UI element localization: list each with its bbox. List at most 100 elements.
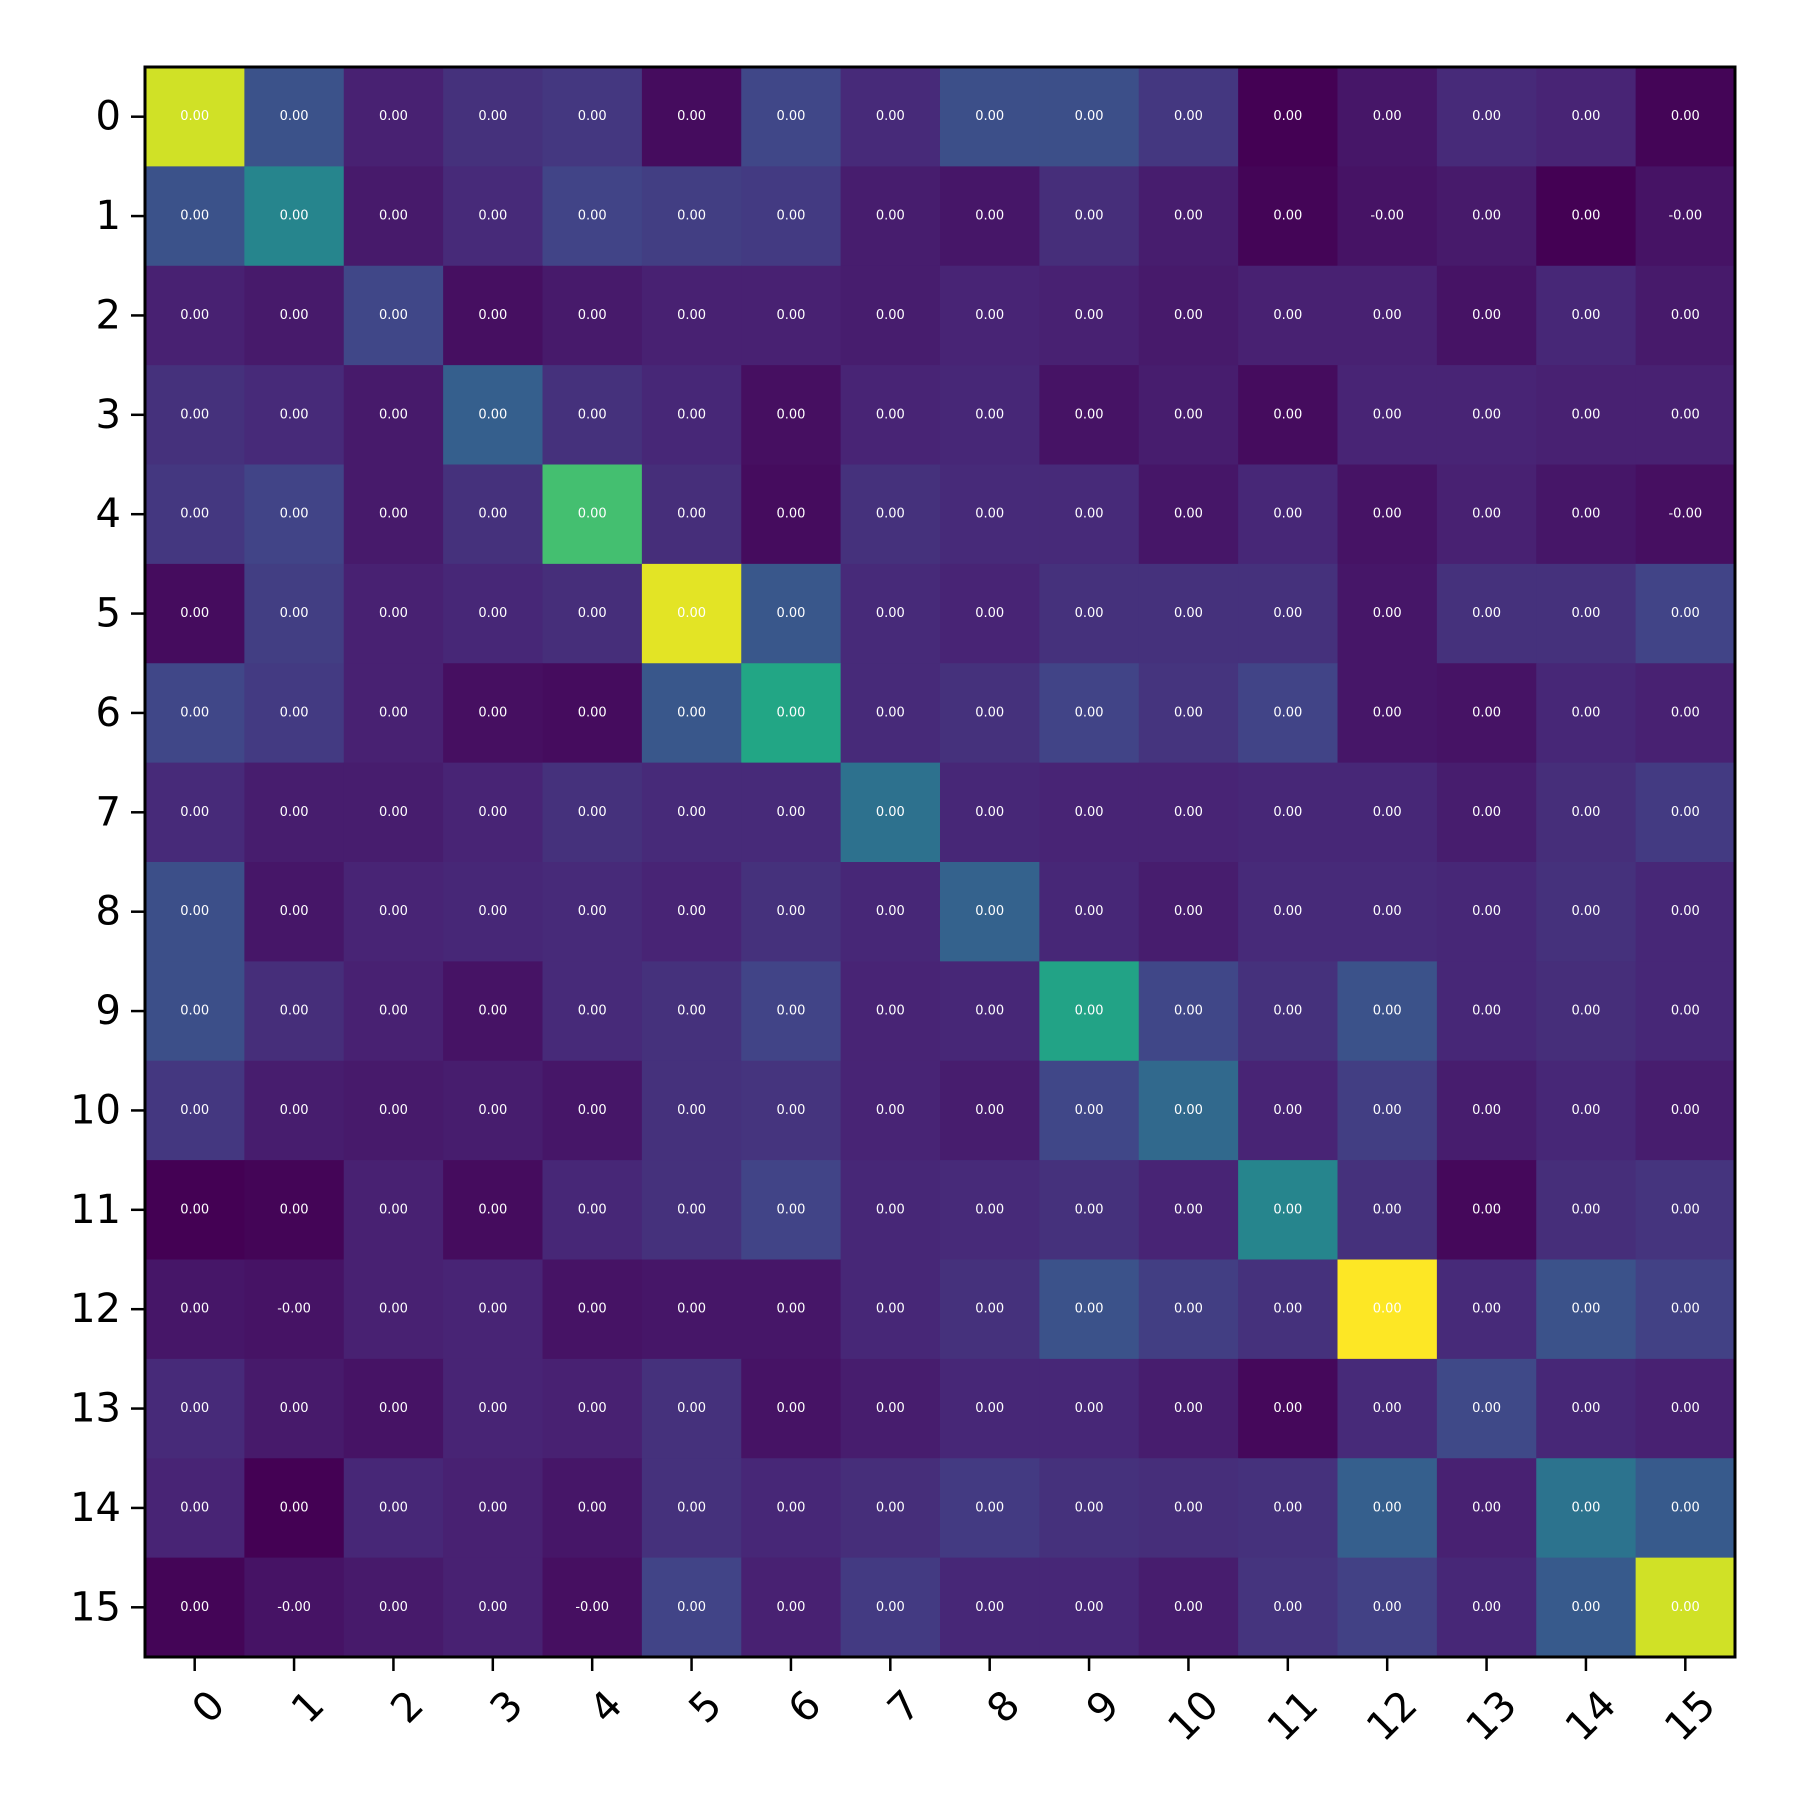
heatmap-cell-label: 0.00: [1373, 1600, 1402, 1615]
heatmap-cell: [1138, 265, 1239, 366]
y-tick-label: 7: [96, 789, 121, 835]
heatmap-cell: [940, 762, 1040, 863]
heatmap-cell-label: 0.00: [1671, 1600, 1700, 1615]
heatmap-cell: [443, 663, 543, 764]
heatmap-cell: [244, 762, 345, 863]
heatmap-cell: [1635, 1458, 1736, 1559]
heatmap-cell-label: 0.00: [1671, 904, 1700, 919]
heatmap-cell: [244, 1259, 345, 1360]
heatmap-cell-label: 0.00: [1472, 1401, 1501, 1416]
heatmap-cell: [840, 762, 941, 863]
heatmap-cell: [145, 1557, 245, 1658]
heatmap-cell-label: 0.00: [478, 109, 507, 124]
y-tick-label: 11: [70, 1187, 121, 1233]
heatmap-cell: [1238, 67, 1338, 167]
heatmap-cell: [343, 67, 444, 167]
heatmap-cell: [244, 1458, 345, 1559]
heatmap-cell: [741, 67, 842, 167]
heatmap-cell-label: 0.00: [1472, 1500, 1501, 1515]
heatmap-cell-label: 0.00: [1373, 805, 1402, 820]
heatmap-cell: [542, 1557, 643, 1658]
heatmap-cell-label: 0.00: [677, 1103, 706, 1118]
heatmap-cell: [840, 265, 941, 366]
heatmap-cell-label: 0.00: [1671, 1103, 1700, 1118]
heatmap-cell: [1039, 166, 1140, 267]
heatmap-cell-label: 0.00: [478, 904, 507, 919]
x-tick-label: 8: [979, 1682, 1030, 1733]
heatmap-cell-label: 0.00: [180, 805, 209, 820]
heatmap-cell: [641, 563, 742, 664]
x-tick-label: 3: [482, 1682, 533, 1733]
heatmap-cell-label: 0.00: [876, 209, 905, 224]
heatmap-cell: [840, 862, 941, 962]
heatmap-cell: [840, 1458, 941, 1559]
heatmap-cell: [542, 365, 643, 465]
heatmap-cell: [741, 1259, 842, 1360]
heatmap-cell-label: 0.00: [776, 1004, 805, 1019]
heatmap-cell: [1238, 166, 1338, 267]
heatmap-cell: [343, 563, 444, 664]
heatmap-cell-label: 0.00: [677, 1004, 706, 1019]
x-tick-label: 4: [581, 1682, 632, 1733]
heatmap-cell-label: 0.00: [280, 805, 309, 820]
heatmap-cell: [542, 1160, 643, 1260]
heatmap-cell-label: 0.00: [1373, 507, 1402, 522]
heatmap-cell: [1536, 862, 1637, 962]
heatmap-cell-label: 0.00: [876, 1600, 905, 1615]
heatmap-cell: [1039, 1060, 1140, 1161]
heatmap-cell: [542, 265, 643, 366]
heatmap-cell-label: 0.00: [1273, 1401, 1302, 1416]
heatmap-cell: [1039, 67, 1140, 167]
heatmap-cell: [1337, 67, 1438, 167]
heatmap-cell-label: 0.00: [1373, 1500, 1402, 1515]
heatmap-cell-label: 0.00: [1671, 1302, 1700, 1317]
heatmap-cell: [145, 67, 245, 167]
heatmap-cell-label: 0.00: [1671, 1500, 1700, 1515]
heatmap-cell-label: 0.00: [1472, 705, 1501, 720]
heatmap-cell: [1436, 1160, 1537, 1260]
heatmap-cell-label: 0.00: [1174, 1401, 1203, 1416]
heatmap-cell: [542, 1259, 643, 1360]
heatmap-cell-label: -0.00: [1668, 507, 1702, 522]
x-axis-ticks: 0 1 2 3 4 5 6 7 8 9 10 11 12 13 14 15: [184, 1657, 1725, 1750]
heatmap-cell: [145, 166, 245, 267]
heatmap-cell-label: 0.00: [975, 209, 1004, 224]
heatmap-cell: [940, 961, 1040, 1062]
heatmap-cell-label: 0.00: [1075, 904, 1104, 919]
heatmap-cell-label: 0.00: [1174, 1302, 1203, 1317]
heatmap-cell: [940, 1557, 1040, 1658]
heatmap-cell-label: 0.00: [975, 407, 1004, 422]
x-tick-label: 15: [1656, 1682, 1725, 1751]
heatmap-cell: [840, 563, 941, 664]
heatmap-cell-label: 0.00: [578, 1202, 607, 1217]
heatmap-cell-label: 0.00: [1671, 308, 1700, 323]
heatmap-cell: [145, 464, 245, 565]
heatmap-cell: [1436, 563, 1537, 664]
heatmap-cell: [145, 1358, 245, 1459]
heatmap-cell: [1436, 1358, 1537, 1459]
heatmap-cell-label: 0.00: [1472, 209, 1501, 224]
heatmap-cell-label: 0.00: [1472, 904, 1501, 919]
heatmap-cell: [343, 862, 444, 962]
heatmap-cell: [1238, 762, 1338, 863]
heatmap-cell: [641, 1160, 742, 1260]
heatmap-cell-label: 0.00: [876, 1004, 905, 1019]
x-tick-label: 9: [1078, 1682, 1129, 1733]
heatmap-cell: [1337, 762, 1438, 863]
heatmap-cell-label: 0.00: [180, 1202, 209, 1217]
heatmap-cell: [940, 563, 1040, 664]
heatmap-cell: [1536, 1458, 1637, 1559]
heatmap-cell: [1635, 67, 1736, 167]
heatmap-cell: [840, 67, 941, 167]
heatmap-cell: [741, 762, 842, 863]
heatmap-cell: [343, 1358, 444, 1459]
heatmap-cell: [1337, 563, 1438, 664]
heatmap-cell: [244, 464, 345, 565]
heatmap-cell-label: 0.00: [478, 308, 507, 323]
heatmap-cell: [542, 67, 643, 167]
heatmap-cell: [1138, 1259, 1239, 1360]
heatmap-cell: [1635, 762, 1736, 863]
heatmap-cell-label: 0.00: [876, 407, 905, 422]
